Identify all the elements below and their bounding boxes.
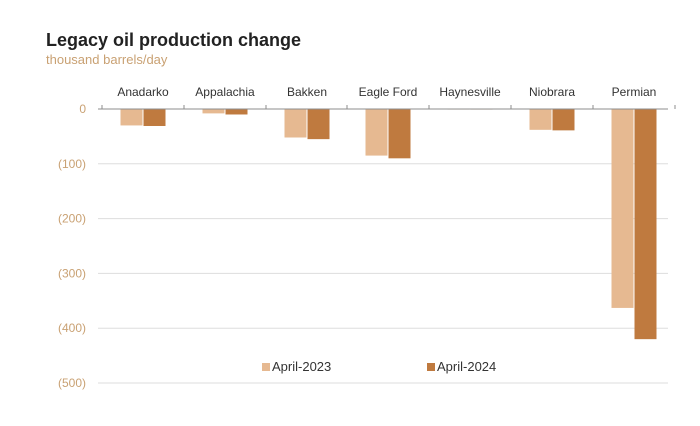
chart-title: Legacy oil production change <box>46 30 302 50</box>
category-label: Niobrara <box>529 85 575 99</box>
legend-label: April-2023 <box>272 359 331 374</box>
bar-april-2024 <box>552 109 575 131</box>
bar-april-2024 <box>307 109 330 140</box>
y-tick-label: (400) <box>58 321 86 335</box>
bar-april-2023 <box>120 109 143 126</box>
bar-april-2024 <box>388 109 411 159</box>
category-label: Eagle Ford <box>359 85 418 99</box>
legend-swatch <box>262 363 270 371</box>
y-tick-label: 0 <box>79 102 86 116</box>
category-label: Permian <box>612 85 657 99</box>
bar-april-2023 <box>284 109 307 138</box>
bar-april-2023 <box>202 109 225 114</box>
category-label: Anadarko <box>117 85 169 99</box>
bar-april-2024 <box>225 109 248 115</box>
bar-april-2024 <box>634 109 657 340</box>
category-label: Appalachia <box>195 85 255 99</box>
y-tick-label: (500) <box>58 376 86 390</box>
category-label: Bakken <box>287 85 327 99</box>
legend-label: April-2024 <box>437 359 496 374</box>
y-tick-label: (200) <box>58 212 86 226</box>
category-label: Haynesville <box>439 85 501 99</box>
bar-april-2024 <box>143 109 166 126</box>
bar-april-2023 <box>529 109 552 130</box>
chart-subtitle: thousand barrels/day <box>46 52 168 67</box>
bar-april-2023 <box>365 109 388 156</box>
bar-april-2023 <box>611 109 634 308</box>
y-tick-label: (100) <box>58 157 86 171</box>
y-tick-label: (300) <box>58 266 86 280</box>
legend-swatch <box>427 363 435 371</box>
